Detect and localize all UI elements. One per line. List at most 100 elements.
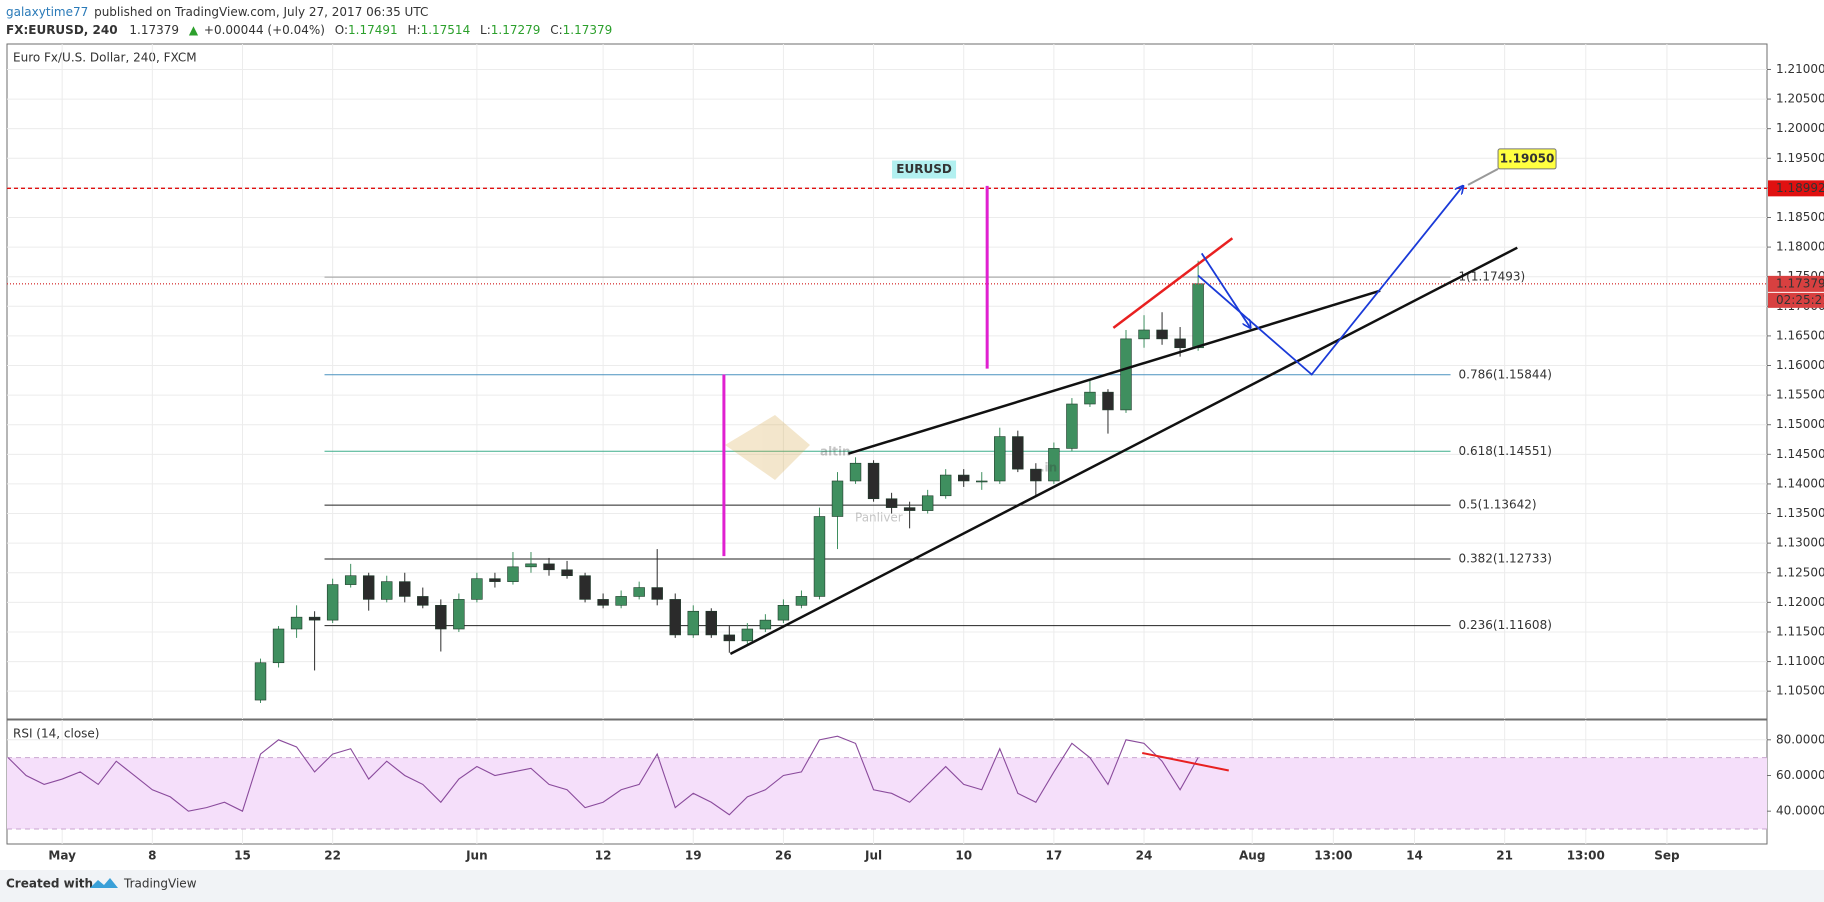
fib-label: 0.5(1.13642) [1459, 498, 1537, 512]
candle-body [507, 566, 519, 582]
candle-body [849, 462, 862, 482]
candle-body [1174, 338, 1186, 349]
candle-body [1066, 403, 1078, 449]
fib-label: 0.618(1.14551) [1459, 444, 1552, 458]
x-tick-label: 10 [955, 849, 972, 863]
candle-body [453, 599, 465, 630]
candle-body [831, 480, 844, 517]
candle-body [543, 563, 555, 571]
y-tick-label: 1.16500 [1776, 328, 1824, 342]
candle-body [723, 634, 736, 642]
candle-body [381, 581, 393, 600]
fib-label: 1(1.17493) [1459, 270, 1526, 284]
fib-label: 0.236(1.11608) [1459, 618, 1552, 632]
candle-body [777, 605, 790, 621]
y-tick-label: 1.14500 [1776, 447, 1824, 461]
y-tick-label: 1.19500 [1776, 151, 1824, 165]
candle-body [561, 569, 573, 577]
candle-body [705, 610, 717, 636]
watermark: altin .in Panliver [725, 415, 1057, 525]
y-tick-label: 60.0000 [1776, 768, 1824, 782]
candle-body [795, 596, 808, 606]
x-tick-label: 22 [324, 849, 341, 863]
y-tick-label: 1.20000 [1776, 121, 1824, 135]
author[interactable]: galaxytime77 [6, 5, 88, 19]
candle-body [254, 662, 267, 701]
price-label: 1.18992 [1776, 181, 1824, 195]
y-tick-label: 1.11500 [1776, 624, 1824, 638]
watermark-brand: altin [820, 445, 851, 459]
callout-text: 1.19050 [1500, 151, 1555, 165]
x-tick-label: Sep [1654, 849, 1680, 863]
x-tick-label: 26 [775, 849, 792, 863]
annotation-box [892, 160, 957, 179]
y-tick-label: 1.16000 [1776, 358, 1824, 372]
candle-body [1048, 448, 1060, 482]
price-label-bg [1768, 275, 1824, 292]
watermark-tagline: Panliver [855, 511, 903, 525]
candle-body [471, 578, 483, 600]
x-tick-label: 8 [148, 849, 156, 863]
trend-line [847, 289, 1381, 455]
y-tick-label: 1.10500 [1776, 684, 1824, 698]
panel-frame [6, 43, 1768, 720]
x-tick-label: Jul [864, 849, 882, 863]
footer-brand[interactable]: TradingView [123, 877, 197, 891]
candle-body [958, 474, 970, 482]
candle-body [435, 605, 447, 630]
candle-body [579, 575, 591, 600]
candle-body [741, 628, 754, 642]
candle-body [669, 599, 681, 636]
candle-body [344, 575, 357, 585]
fib-label: 0.786(1.15844) [1459, 367, 1552, 381]
ohlc-label: C: [550, 23, 562, 37]
trend-line [1200, 252, 1251, 327]
candle-body [1012, 436, 1024, 470]
candle-body [921, 495, 934, 511]
candle-body [272, 628, 285, 664]
y-tick-label: 80.0000 [1776, 732, 1824, 746]
callout-box [1497, 148, 1557, 170]
x-tick-label: Aug [1239, 849, 1265, 863]
candle-body [489, 578, 501, 582]
countdown-bg [1768, 292, 1824, 308]
candle-body [597, 599, 609, 606]
x-tick-label: 19 [685, 849, 702, 863]
x-tick-label: 13:00 [1567, 849, 1605, 863]
change: +0.00044 (+0.04%) [204, 23, 325, 37]
rsi-line [7, 735, 1199, 816]
candle-body [939, 474, 952, 497]
y-tick-label: 1.18000 [1776, 240, 1824, 254]
footer-logo [90, 878, 118, 888]
candle-body [976, 480, 988, 483]
x-tick-label: May [48, 849, 76, 863]
footer-created: Created with [6, 877, 93, 891]
y-tick-label: 1.21000 [1776, 62, 1824, 76]
ohlc-value: 1.17379 [563, 23, 613, 37]
candle-body [326, 584, 339, 621]
callout-pointer [1467, 168, 1499, 186]
y-tick-label: 1.18500 [1776, 210, 1824, 224]
y-tick-label: 40.0000 [1776, 804, 1824, 818]
ohlc-label: O: [335, 23, 348, 37]
y-tick-label: 1.12000 [1776, 595, 1824, 609]
trend-line [729, 246, 1518, 655]
x-tick-label: 21 [1496, 849, 1513, 863]
symbol: FX:EURUSD, 240 [6, 23, 118, 37]
x-tick-label: 15 [234, 849, 251, 863]
ohlc-value: 1.17514 [421, 23, 471, 37]
x-tick-label: 13:00 [1314, 849, 1352, 863]
candle-body [1120, 338, 1132, 411]
footer-bar [0, 870, 1824, 902]
x-tick-label: 14 [1406, 849, 1423, 863]
ohlc-label: L: [480, 23, 491, 37]
price-label-bg [1768, 180, 1824, 197]
candle-body [290, 616, 303, 630]
panel-title: Euro Fx/U.S. Dollar, 240, FXCM [13, 51, 197, 65]
candle-body [867, 462, 880, 500]
countdown: 02:25:21 [1776, 293, 1824, 307]
y-tick-label: 1.15000 [1776, 417, 1824, 431]
candle-body [903, 507, 916, 511]
